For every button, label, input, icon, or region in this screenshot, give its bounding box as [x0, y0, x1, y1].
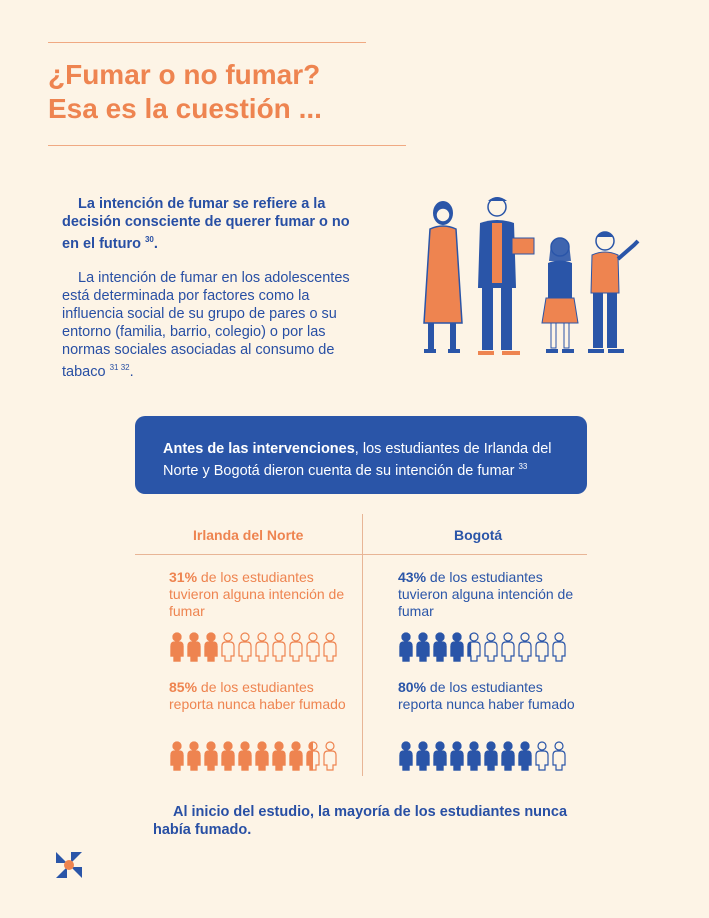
- bogota-intention-people-icons: [399, 632, 566, 662]
- boy-figure-icon: [588, 231, 640, 353]
- person-icon: [450, 632, 464, 662]
- irlanda-stat1-text: de los estudiantes tuvieron alguna inten…: [169, 569, 345, 619]
- banner-bold-text: Antes de las intervenciones: [163, 441, 355, 457]
- intervention-banner: Antes de las intervenciones, los estudia…: [135, 416, 587, 494]
- person-icon: [399, 632, 413, 662]
- irlanda-stat-intention: 31% de los estudiantes tuvieron alguna i…: [169, 569, 349, 620]
- intro-paragraph-2: La intención de fumar en los adolescente…: [62, 269, 362, 381]
- bogota-stat-intention: 43% de los estudiantes tuvieron alguna i…: [398, 569, 578, 620]
- intro-p1-text: La intención de fumar se refiere a la de…: [62, 196, 350, 252]
- students-teachers-illustration-icon: [423, 197, 640, 355]
- person-icon: [255, 741, 269, 771]
- person-icon: [170, 632, 184, 662]
- title-line-1: ¿Fumar o no fumar?: [48, 59, 321, 90]
- banner-ref: 33: [518, 462, 528, 471]
- person-icon: [535, 632, 549, 662]
- column-title-irlanda: Irlanda del Norte: [193, 527, 304, 543]
- person-icon: [416, 632, 430, 662]
- person-icon: [221, 632, 235, 662]
- person-icon: [323, 741, 337, 771]
- intro-p1-ref: 30: [144, 235, 154, 244]
- bogota-stat1-percent: 43%: [398, 569, 427, 585]
- irlanda-never-smoked-people-icons: [170, 741, 337, 771]
- intro-text: La intención de fumar se refiere a la de…: [62, 195, 362, 397]
- person-icon: [272, 741, 286, 771]
- person-icon: [289, 632, 303, 662]
- column-title-bogota: Bogotá: [454, 527, 503, 543]
- person-icon: [399, 741, 413, 771]
- bogota-never-smoked-people-icons: [399, 741, 566, 771]
- person-icon: [221, 741, 235, 771]
- person-icon: [484, 741, 498, 771]
- irlanda-stat1-percent: 31%: [169, 569, 198, 585]
- page-title: ¿Fumar o no fumar? Esa es la cuestión ..…: [48, 58, 322, 126]
- intro-p2-end: .: [129, 363, 134, 380]
- logo-icon: [56, 852, 82, 878]
- person-icon: [535, 741, 549, 771]
- person-icon: [433, 632, 447, 662]
- person-icon: [204, 632, 218, 662]
- bogota-stat2-percent: 80%: [398, 679, 427, 695]
- person-icon: [289, 741, 303, 771]
- column-header-rule: [135, 554, 587, 555]
- person-icon: [204, 741, 218, 771]
- person-icon: [306, 632, 320, 662]
- person-icon: [323, 632, 337, 662]
- person-icon: [467, 632, 481, 662]
- intro-paragraph-1: La intención de fumar se refiere a la de…: [62, 196, 350, 252]
- banner-text: , los estudiantes de Irlanda del Norte y…: [163, 441, 552, 479]
- woman-figure-icon: [423, 201, 463, 353]
- person-icon: [484, 632, 498, 662]
- bogota-stat2-text: de los estudiantes reporta nunca haber f…: [398, 679, 575, 712]
- bogota-stat1-text: de los estudiantes tuvieron alguna inten…: [398, 569, 574, 619]
- irlanda-intention-people-icons: [170, 632, 337, 662]
- person-icon: [433, 741, 447, 771]
- person-icon: [170, 741, 184, 771]
- person-icon: [518, 741, 532, 771]
- girl-figure-icon: [541, 237, 579, 353]
- person-icon: [501, 632, 515, 662]
- intro-p2-text: La intención de fumar en los adolescente…: [62, 269, 350, 380]
- person-icon: [552, 741, 566, 771]
- person-icon: [467, 741, 481, 771]
- footer-conclusion: Al inicio del estudio, la mayoría de los…: [153, 804, 568, 838]
- irlanda-stat2-text: de los estudiantes reporta nunca haber f…: [169, 679, 346, 712]
- person-icon: [187, 632, 201, 662]
- man-figure-icon: [478, 197, 535, 355]
- intro-p2-ref: 31 32: [109, 362, 130, 372]
- bogota-stat-never-smoked: 80% de los estudiantes reporta nunca hab…: [398, 679, 578, 713]
- person-icon: [306, 741, 320, 771]
- person-icon: [501, 741, 515, 771]
- person-icon: [552, 632, 566, 662]
- person-icon: [518, 632, 532, 662]
- column-divider: [362, 514, 363, 776]
- person-icon: [272, 632, 286, 662]
- irlanda-stat-never-smoked: 85% de los estudiantes reporta nunca hab…: [169, 679, 349, 713]
- person-icon: [450, 741, 464, 771]
- person-icon: [416, 741, 430, 771]
- person-icon: [238, 741, 252, 771]
- person-icon: [238, 632, 252, 662]
- irlanda-stat2-percent: 85%: [169, 679, 198, 695]
- person-icon: [255, 632, 269, 662]
- person-icon: [187, 741, 201, 771]
- title-bottom-rule: [48, 145, 406, 146]
- title-line-2: Esa es la cuestión ...: [48, 93, 322, 124]
- top-rule: [48, 42, 366, 43]
